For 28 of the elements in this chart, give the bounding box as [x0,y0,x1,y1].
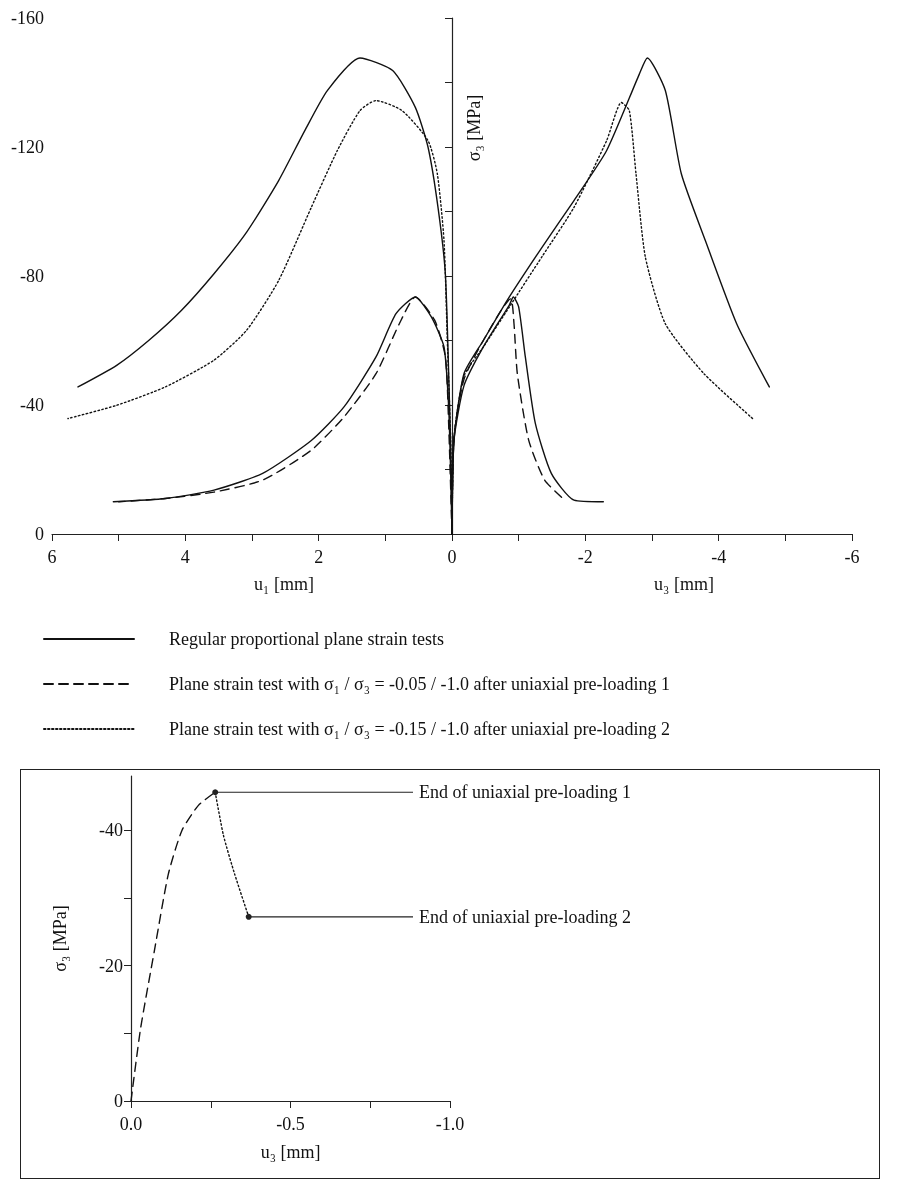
x-axis-title: u₃ [mm] [260,1142,321,1162]
x-tick-label: 6 [47,547,57,567]
x-tick-label: -6 [844,547,860,567]
y-tick-label: -20 [99,955,123,976]
y-tick-label: 0 [34,524,44,544]
legend-label: Regular proportional plane strain tests [169,629,444,649]
annotation: End of uniaxial pre-loading 2 [419,906,631,927]
x-tick-label: 2 [314,547,324,567]
y-axis-title: σ₃ [MPa] [50,905,70,972]
y-tick-label: -120 [10,137,44,157]
x-tick-label: 4 [180,547,190,567]
legend-label: Plane strain test with σ₁ / σ₃ = -0.15 / -1.0 after uniaxial pre-loading 2 [169,719,670,739]
x-tick-label: -4 [711,547,727,567]
x-tick-label: -2 [577,547,593,567]
y-tick-label: 0 [114,1091,123,1111]
legend-label: Plane strain test with σ₁ / σ₃ = -0.05 / -1.0 after uniaxial pre-loading 1 [169,674,670,694]
annotation: End of uniaxial pre-loading 1 [419,782,631,803]
x-axis-title: u₁ [mm] [254,574,314,594]
y-tick-label: -160 [10,8,44,28]
text: u₃ [mm] [654,574,714,594]
x-tick-label: 0 [447,547,457,567]
y-tick-label: -40 [19,395,44,415]
y-axis-title: σ₃ [MPa] [464,94,484,162]
x-tick-label: -1.0 [435,1114,465,1134]
y-tick-label: -40 [99,820,123,841]
y-tick-label: -80 [19,266,44,286]
x-tick-label: -0.5 [276,1114,305,1134]
x-tick-label: 0.0 [119,1114,143,1134]
